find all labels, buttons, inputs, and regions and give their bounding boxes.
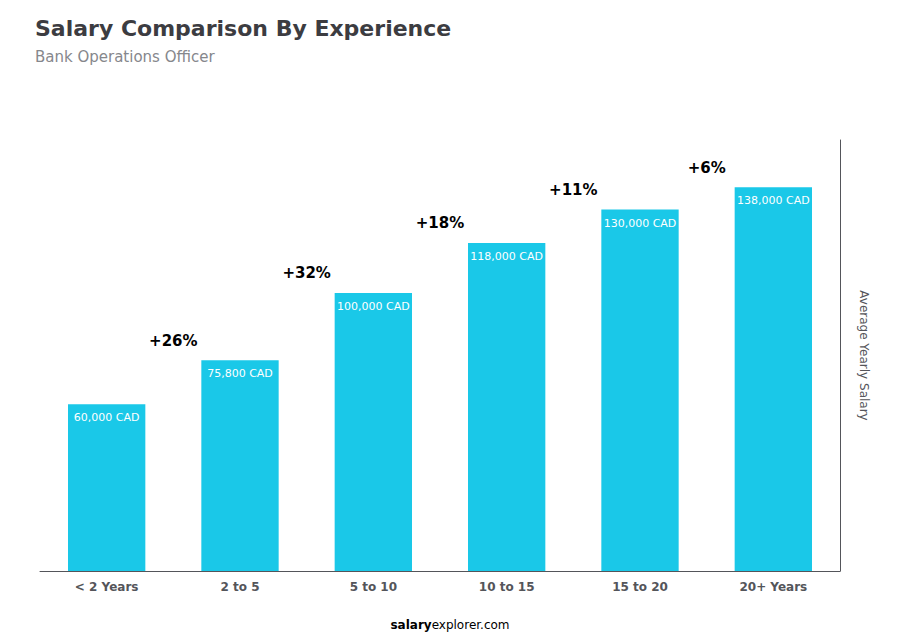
svg-text:2 to 5: 2 to 5 [220,580,259,594]
svg-text:75,800 CAD: 75,800 CAD [207,367,273,380]
svg-text:+6%: +6% [688,159,726,177]
svg-text:60,000 CAD: 60,000 CAD [74,411,140,424]
svg-text:+11%: +11% [549,181,597,199]
svg-text:Average Yearly Salary: Average Yearly Salary [857,290,871,420]
svg-text:5 to 10: 5 to 10 [350,580,397,594]
svg-text:Bank Operations Officer: Bank Operations Officer [35,48,215,66]
svg-text:+32%: +32% [282,264,330,282]
svg-text:< 2 Years: < 2 Years [75,580,139,594]
svg-text:130,000 CAD: 130,000 CAD [604,217,677,230]
svg-text:+26%: +26% [149,332,197,350]
svg-text:100,000 CAD: 100,000 CAD [337,300,410,313]
svg-text:explorer.com: explorer.com [432,618,510,632]
svg-text:Salary Comparison By Experienc: Salary Comparison By Experience [35,16,451,41]
svg-text:+18%: +18% [416,214,464,232]
svg-text:10 to 15: 10 to 15 [479,580,535,594]
svg-text:15 to 20: 15 to 20 [612,580,668,594]
svg-text:138,000 CAD: 138,000 CAD [737,194,810,207]
svg-text:salary: salary [390,618,431,632]
svg-text:20+ Years: 20+ Years [739,580,807,594]
svg-text:118,000 CAD: 118,000 CAD [470,250,543,263]
